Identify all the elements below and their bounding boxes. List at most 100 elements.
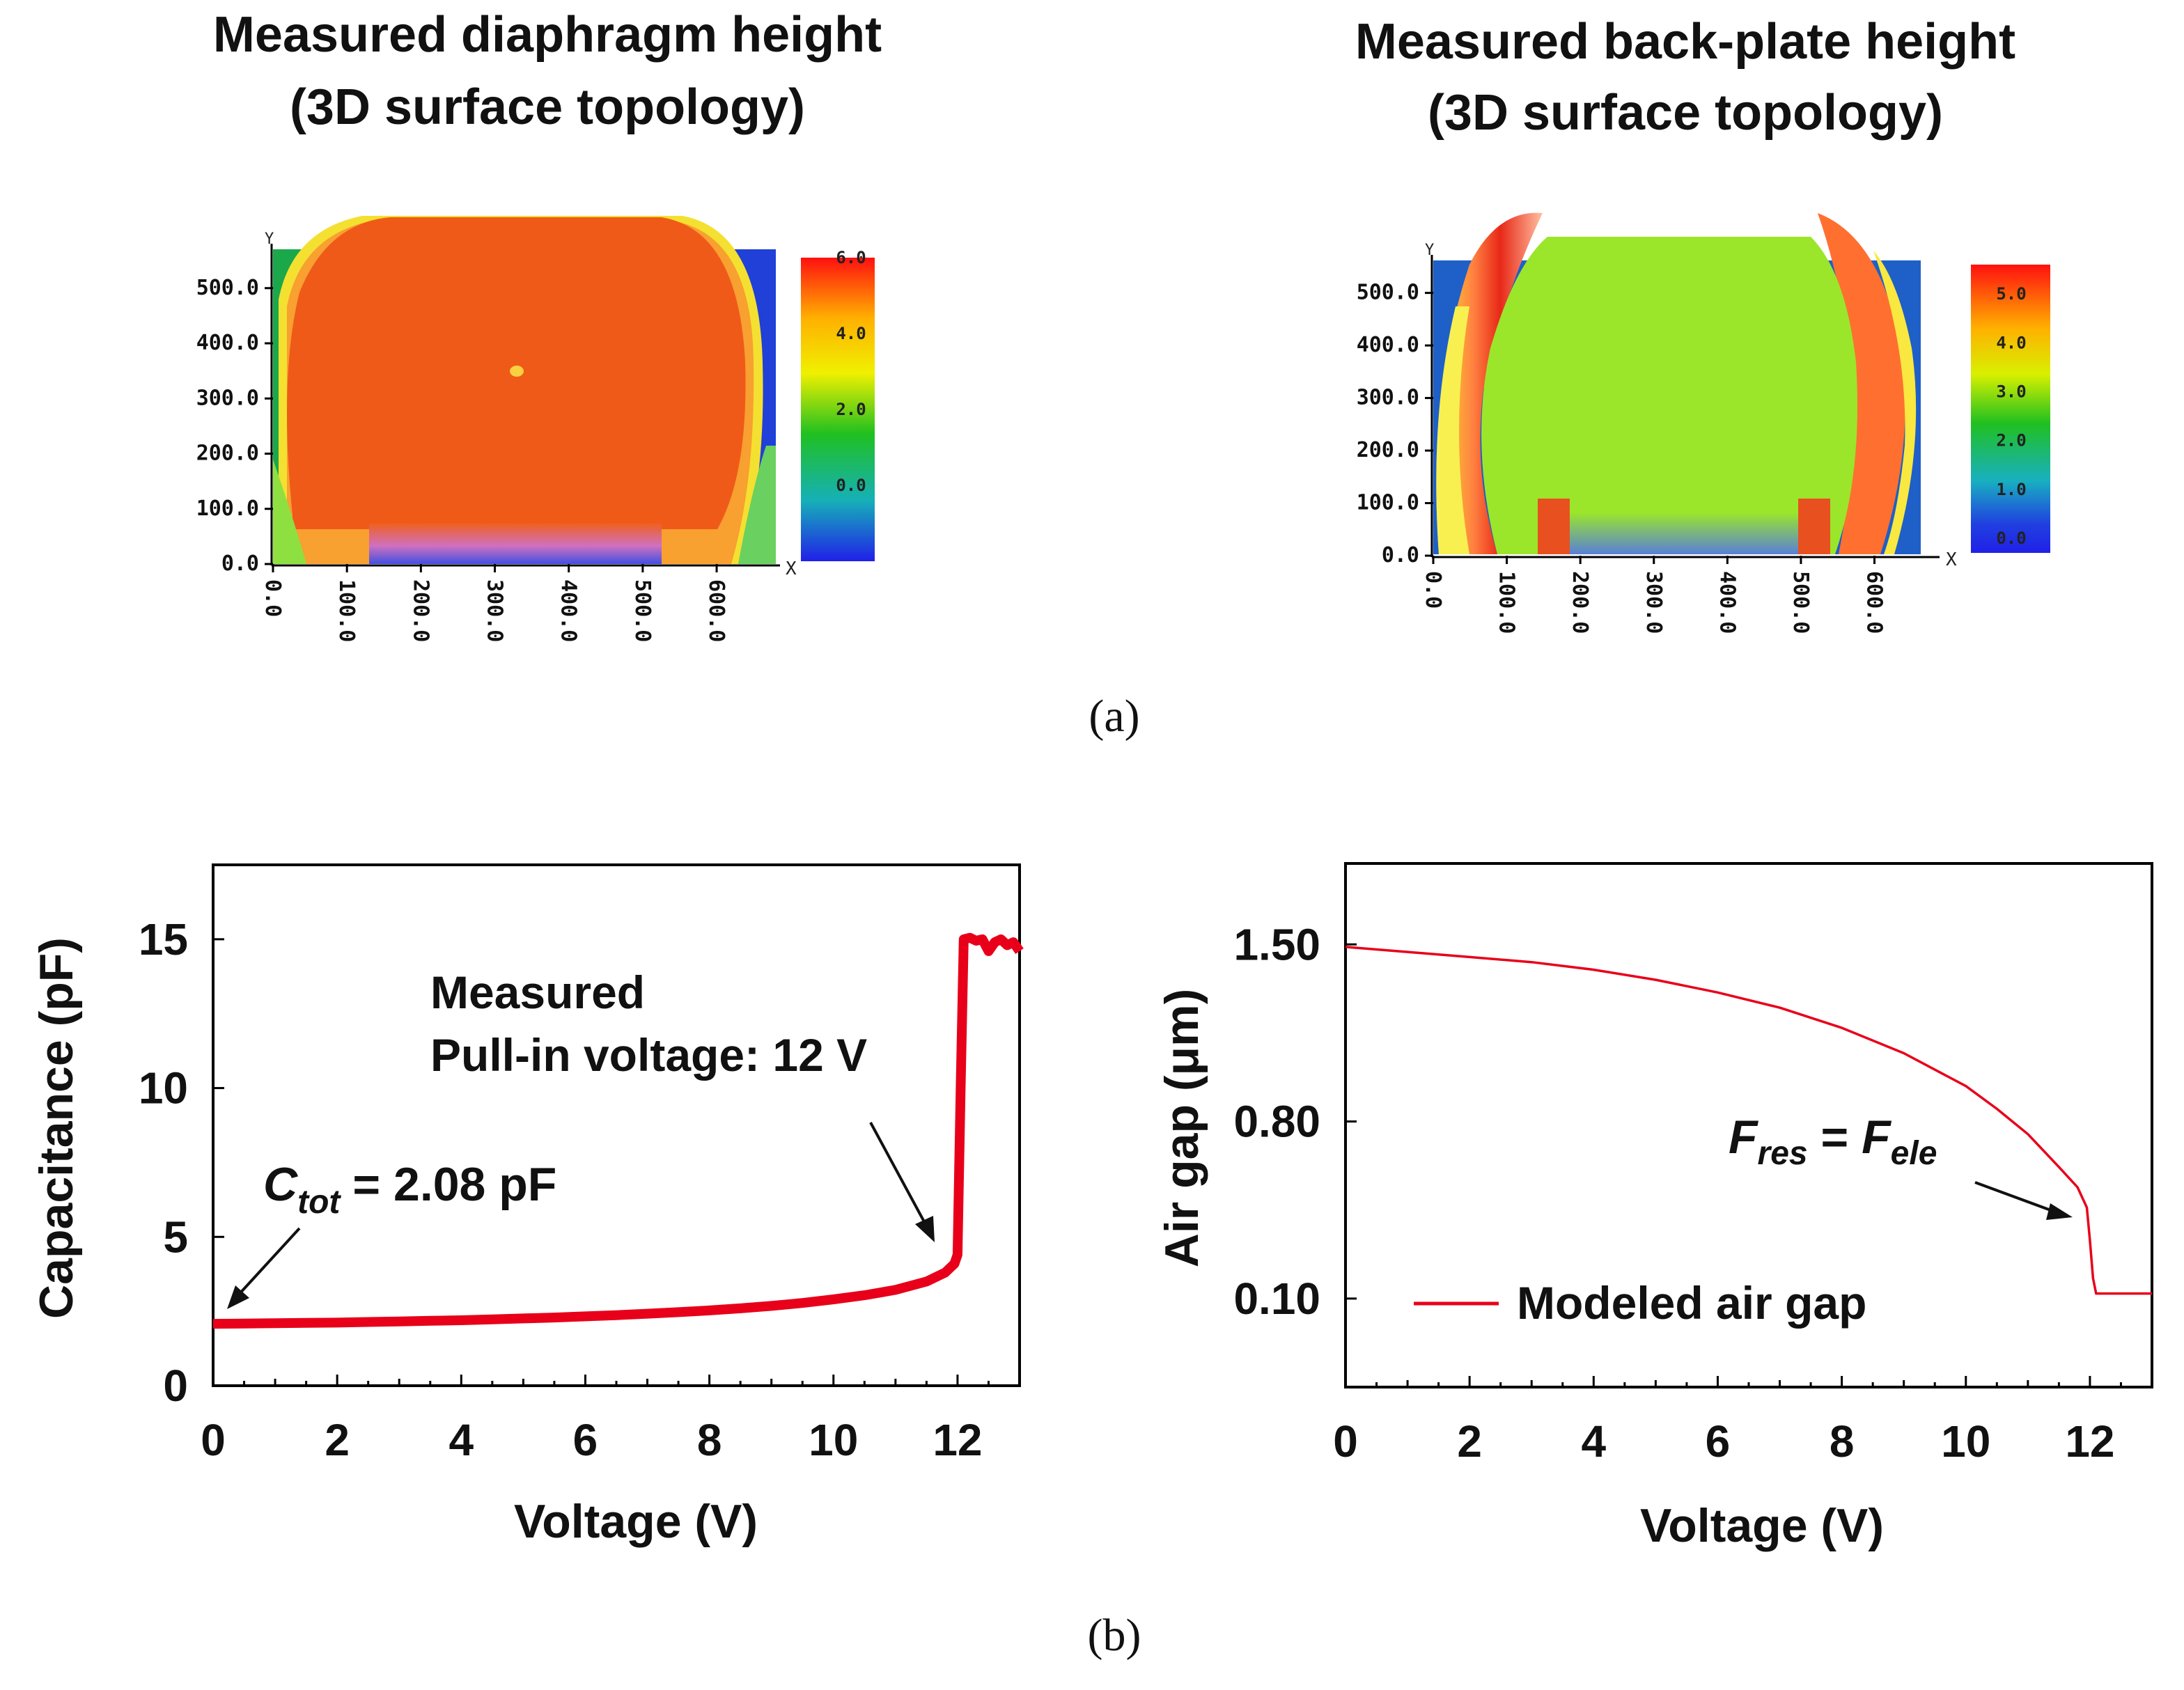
y-tick-label: 0.0	[1382, 543, 1419, 568]
y-tick-label: 15	[139, 914, 188, 964]
x-tick-label: 400.0	[1715, 571, 1739, 634]
y-tick-label: 100.0	[1357, 491, 1419, 515]
y-tick-label: 200.0	[1357, 438, 1419, 462]
y-tick-label: 100.0	[196, 496, 259, 521]
airgap-xlabel: Voltage (V)	[1640, 1499, 1884, 1552]
x-tick-label: 500.0	[630, 579, 655, 642]
y-tick-label: 0.0	[221, 551, 259, 576]
backplate-x-letter: X	[1946, 549, 1957, 570]
force-res-sub: res	[1758, 1135, 1808, 1172]
x-tick-label: 200.0	[408, 579, 432, 642]
capacitance-ticks: 0 2 4 6 8 10 12 0 5 10 15	[139, 914, 1021, 1465]
diaphragm-bottom-strip	[369, 524, 662, 564]
x-tick-label: 6	[1706, 1416, 1731, 1466]
y-tick-label: 500.0	[1357, 281, 1419, 305]
airgap-legend: Modeled air gap	[1414, 1277, 1866, 1329]
svg-text:Ctot= 2.08 pF: Ctot = 2.08 pF	[263, 1158, 556, 1221]
x-tick-label: 400.0	[556, 579, 581, 642]
ctot-symbol: C	[263, 1158, 298, 1211]
backplate-x-ticks: 0.0 100.0 200.0 300.0 400.0 500.0 600.0	[1421, 556, 1887, 634]
diaphragm-corner-left	[273, 460, 306, 564]
x-tick-label: 0.0	[1421, 571, 1445, 609]
backplate-title-line2: (3D surface topology)	[1428, 85, 1943, 141]
y-tick-label: 0	[163, 1361, 188, 1411]
colorbar-tick-label: 0.0	[836, 476, 866, 495]
pull-in-annotation-line1: Measured	[430, 967, 645, 1018]
x-tick-label: 6	[573, 1415, 598, 1465]
ctot-annotation: Ctot = 2.08 pF	[263, 1158, 556, 1221]
backplate-rim-right-outer	[1873, 251, 1917, 554]
y-tick-label: 400.0	[196, 331, 259, 355]
diaphragm-y-letter: Y	[265, 230, 274, 248]
x-tick-label: 8	[697, 1415, 722, 1465]
capacitance-ylabel: Capacitance (pF)	[30, 937, 83, 1319]
diaphragm-y-ticks: 0.0 100.0 200.0 300.0 400.0 500.0	[196, 276, 273, 576]
panel-label-b: (b)	[1088, 1610, 1141, 1661]
force-F2: F	[1862, 1111, 1892, 1164]
diaphragm-colorbar-ticks: 0.0 2.0 4.0 6.0	[836, 248, 866, 495]
backplate-surface	[1481, 237, 1857, 554]
force-ele-sub: ele	[1891, 1135, 1937, 1172]
x-tick-label: 0	[201, 1415, 226, 1465]
x-tick-label: 2	[1457, 1416, 1482, 1466]
force-balance-annotation: Fres = Fele	[1729, 1111, 1937, 1172]
diaphragm-corner-right	[738, 446, 776, 564]
backplate-colorbar	[1971, 265, 2050, 553]
force-arrow	[1974, 1181, 2073, 1220]
x-tick-label: 10	[809, 1415, 858, 1465]
diaphragm-topology-panel: Measured diaphragm height (3D surface to…	[196, 7, 882, 642]
y-tick-label: 400.0	[1357, 333, 1419, 357]
y-tick-label: 200.0	[196, 441, 259, 466]
capacitance-plot-frame	[212, 863, 1021, 1387]
colorbar-tick-label: 5.0	[1996, 284, 2026, 304]
x-tick-label: 100.0	[334, 579, 359, 642]
ctot-value: = 2.08 pF	[352, 1158, 556, 1211]
y-tick-label: 500.0	[196, 276, 259, 300]
y-tick-label: 10	[139, 1063, 188, 1113]
x-tick-label: 2	[325, 1415, 350, 1465]
x-tick-label: 4	[1582, 1416, 1607, 1466]
capacitance-xlabel: Voltage (V)	[514, 1495, 758, 1548]
x-tick-label: 500.0	[1788, 571, 1813, 634]
colorbar-tick-label: 4.0	[836, 324, 866, 343]
colorbar-tick-label: 0.0	[1996, 529, 2026, 548]
pull-in-annotation-line2: Pull-in voltage: 12 V	[430, 1029, 867, 1081]
x-tick-label: 100.0	[1495, 571, 1519, 634]
y-tick-label: 5	[163, 1212, 188, 1262]
force-F1: F	[1729, 1111, 1758, 1164]
colorbar-tick-label: 4.0	[1996, 333, 2026, 352]
capacitance-chart: 0 2 4 6 8 10 12 0 5 10 15 Voltage (V) Capacitance …	[30, 863, 1024, 1548]
x-tick-label: 300.0	[1641, 571, 1666, 634]
pull-in-arrow	[869, 1122, 935, 1242]
colorbar-tick-label: 3.0	[1996, 382, 2026, 401]
x-tick-label: 10	[1941, 1416, 1990, 1466]
x-tick-label: 4	[449, 1415, 474, 1465]
svg-text:Fres = Fele: Fres = Fele	[1729, 1111, 1937, 1172]
x-tick-label: 12	[933, 1415, 982, 1465]
diaphragm-center-bump	[510, 366, 524, 377]
y-tick-label: 0.10	[1233, 1274, 1320, 1324]
airgap-ylabel: Air gap (μm)	[1155, 989, 1208, 1268]
diaphragm-x-ticks: 0.0 100.0 200.0 300.0 400.0 500.0 600.0	[260, 564, 728, 642]
backplate-colorbar-ticks: 0.0 1.0 2.0 3.0 4.0 5.0	[1996, 284, 2026, 548]
backplate-bottom-strip	[1567, 513, 1825, 554]
diaphragm-colorbar	[801, 258, 875, 561]
force-equals: =	[1808, 1111, 1862, 1164]
x-tick-label: 200.0	[1568, 571, 1592, 634]
y-tick-label: 1.50	[1233, 919, 1320, 969]
colorbar-tick-label: 2.0	[1996, 431, 2026, 451]
x-tick-label: 12	[2065, 1416, 2114, 1466]
ctot-subscript: tot	[297, 1184, 341, 1221]
backplate-rim-left	[1436, 212, 1543, 554]
y-tick-label: 300.0	[1357, 386, 1419, 410]
backplate-y-letter: Y	[1425, 242, 1434, 259]
backplate-rim-left-outer	[1436, 306, 1469, 554]
y-tick-label: 0.80	[1233, 1097, 1320, 1147]
diaphragm-title-line1: Measured diaphragm height	[213, 7, 882, 63]
backplate-rim-right	[1818, 213, 1905, 554]
colorbar-tick-label: 1.0	[1996, 480, 2026, 499]
colorbar-tick-label: 2.0	[836, 400, 866, 419]
x-tick-label: 0	[1333, 1416, 1358, 1466]
x-tick-label: 0.0	[260, 579, 285, 617]
